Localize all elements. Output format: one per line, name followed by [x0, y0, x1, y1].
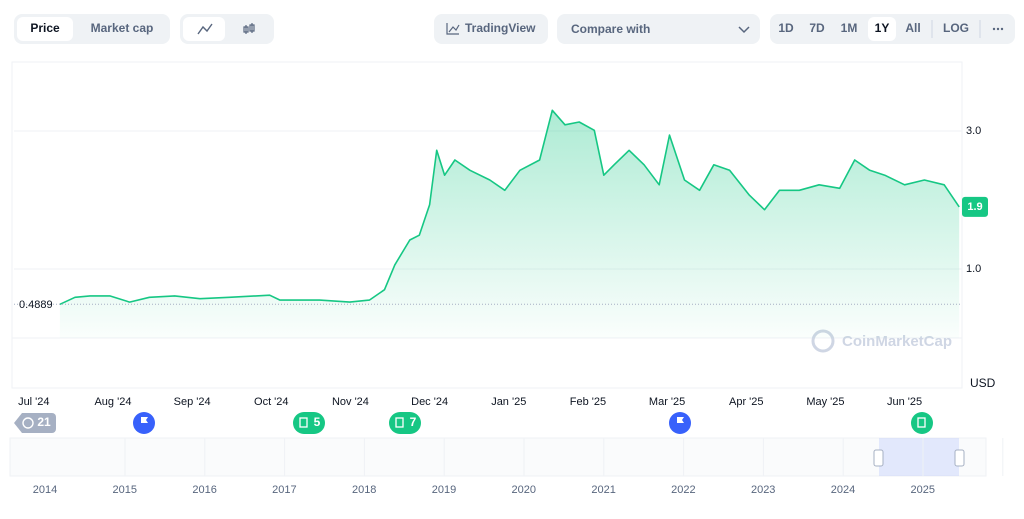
- history-icon: [22, 417, 34, 429]
- x-tick-label: Apr '25: [729, 396, 764, 408]
- x-tick-label: Jan '25: [491, 396, 526, 408]
- tv-icon: [446, 23, 460, 35]
- line-type[interactable]: [183, 17, 225, 41]
- navigator-selection[interactable]: [879, 438, 959, 476]
- navigator-year: 2022: [671, 484, 695, 496]
- candle-icon[interactable]: [243, 23, 255, 34]
- range-btn[interactable]: All: [905, 21, 920, 35]
- navigator-year: 2016: [192, 484, 216, 496]
- active-range[interactable]: [868, 17, 896, 41]
- current-price: 1.9: [967, 201, 982, 213]
- x-tick-label: Dec '24: [411, 396, 448, 408]
- x-tick-label: May '25: [806, 396, 844, 408]
- navigator-year: 2024: [831, 484, 855, 496]
- navigator-year: 2017: [272, 484, 296, 496]
- event-count[interactable]: 21: [37, 415, 51, 429]
- chevron: [738, 26, 750, 34]
- tab-market-cap[interactable]: Market cap: [91, 21, 154, 35]
- navigator-year: 2019: [432, 484, 456, 496]
- tradingview-btn[interactable]: [434, 14, 548, 44]
- navigator-year: 2023: [751, 484, 775, 496]
- navigator-year: 2015: [113, 484, 137, 496]
- flag-icon: [141, 417, 148, 428]
- dot: [996, 27, 1000, 31]
- compare-label[interactable]: Compare with: [571, 22, 650, 36]
- doc-icon: [299, 417, 308, 428]
- doc-icon: [395, 417, 404, 428]
- x-tick-label: Aug '24: [94, 396, 131, 408]
- more-btn[interactable]: [992, 27, 1004, 31]
- navigator-year: 2018: [352, 484, 376, 496]
- news-marker[interactable]: [911, 412, 933, 434]
- x-tick-label: Jul '24: [18, 396, 49, 408]
- doc-icon: [917, 417, 926, 428]
- navigator-year: 2014: [33, 484, 57, 496]
- navigator: [9, 437, 987, 477]
- navigator-year: 2020: [512, 484, 536, 496]
- navigator-year: 2021: [591, 484, 615, 496]
- event-count[interactable]: 5: [314, 415, 321, 429]
- event-badge[interactable]: [14, 413, 56, 433]
- price-line: [59, 109, 960, 306]
- price-area: [59, 110, 960, 338]
- navigator-handle[interactable]: [954, 449, 965, 467]
- x-tick-label: Sep '24: [174, 396, 211, 408]
- x-tick-label: Jun '25: [887, 396, 922, 408]
- unit-label: USD: [970, 376, 996, 390]
- tab-price[interactable]: Price: [30, 21, 60, 35]
- start-price: 0.4889: [19, 299, 53, 311]
- active-tab[interactable]: [17, 17, 73, 41]
- compare-select[interactable]: [557, 14, 760, 44]
- x-tick-label: Mar '25: [649, 396, 685, 408]
- navigator-year: 2025: [911, 484, 935, 496]
- x-tick-label: Oct '24: [254, 396, 289, 408]
- plot-frame: [11, 61, 963, 389]
- event-count[interactable]: 7: [410, 415, 417, 429]
- line-icon: [197, 23, 213, 35]
- x-tick-label: Feb '25: [570, 396, 606, 408]
- tradingview-label[interactable]: TradingView: [465, 21, 536, 35]
- x-tick-label: Nov '24: [332, 396, 369, 408]
- navigator-handle[interactable]: [873, 449, 884, 467]
- range-btn[interactable]: 1Y: [875, 21, 890, 35]
- y-tick-label: 3.0: [966, 125, 981, 137]
- dot: [992, 27, 996, 31]
- flag-icon: [677, 417, 684, 428]
- range-btn[interactable]: 1M: [841, 21, 858, 35]
- range-btn[interactable]: 1D: [778, 21, 794, 35]
- log-btn[interactable]: LOG: [943, 21, 969, 35]
- range-btn[interactable]: 7D: [809, 21, 825, 35]
- dot: [1000, 27, 1004, 31]
- y-tick-label: 1.0: [966, 263, 981, 275]
- current-badge: [962, 196, 988, 217]
